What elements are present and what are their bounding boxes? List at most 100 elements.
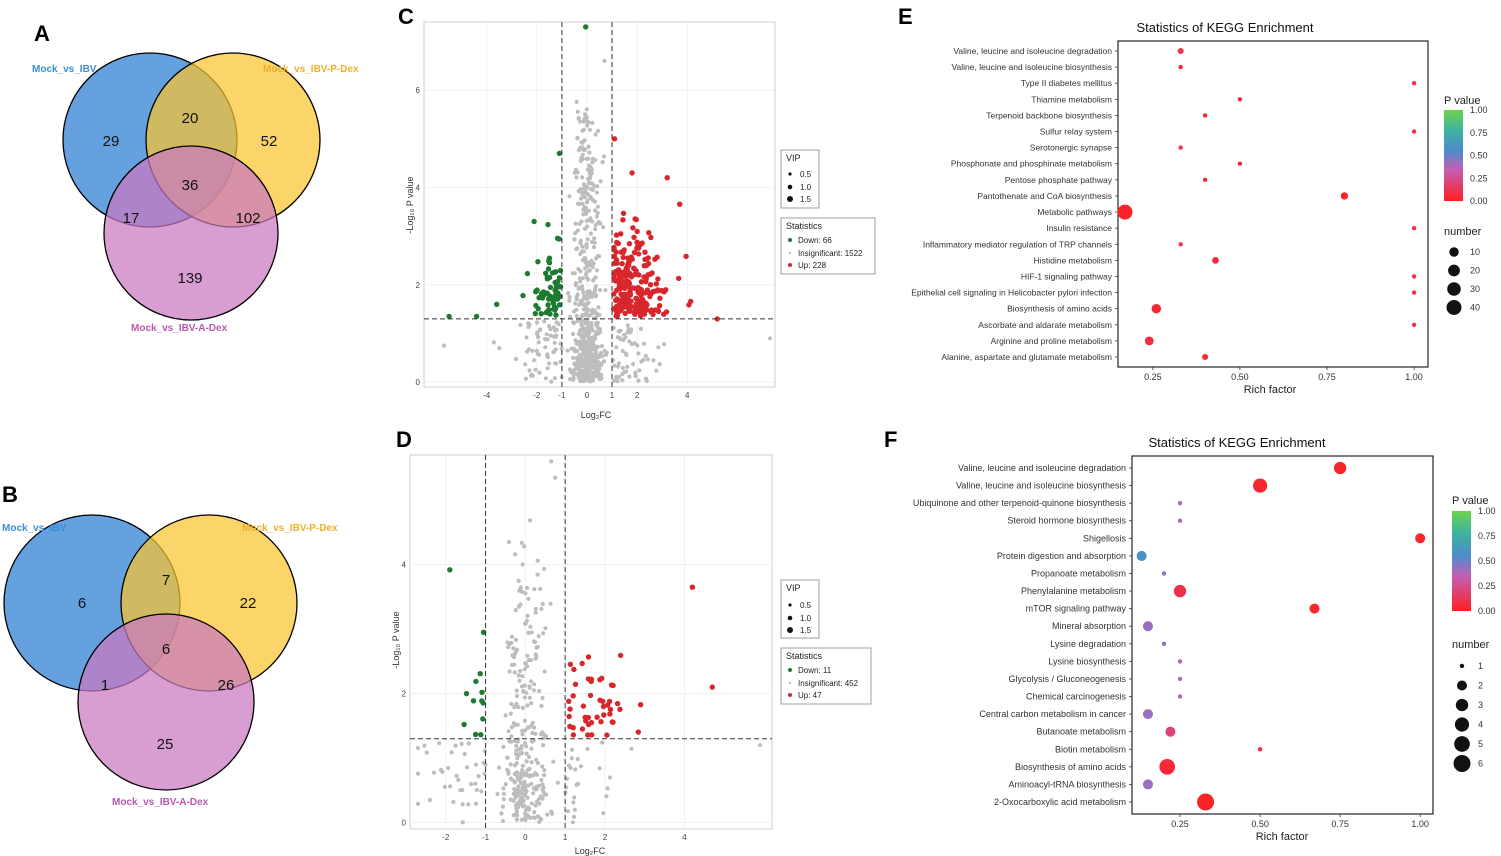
down-point [538, 311, 544, 317]
volcano-d-legend-vip-value: 1.0 [800, 614, 812, 623]
insignificant-point [534, 787, 539, 792]
insignificant-point [526, 347, 532, 352]
insignificant-point [588, 194, 593, 199]
kegg-e-size-legend: 10 20 30 40 [1446, 247, 1480, 315]
insignificant-point [578, 379, 583, 384]
insignificant-point [521, 803, 527, 808]
volcano-c-legend-down: Down: 66 [798, 236, 832, 245]
up-point [613, 232, 620, 238]
insignificant-point [590, 160, 595, 165]
venn-b-circle-a-dex [77, 613, 255, 791]
insignificant-point [611, 378, 617, 383]
insignificant-point [592, 316, 597, 321]
kegg-f-frame [1131, 455, 1434, 815]
up-point [686, 302, 692, 308]
kegg-term-label: Chemical carcinogenesis [1026, 692, 1127, 702]
up-point [709, 684, 715, 690]
insignificant-point [513, 637, 519, 643]
kegg-term-label: Valine, leucine and isoleucine degradati… [958, 463, 1126, 473]
up-point [638, 279, 645, 285]
insignificant-point [584, 242, 589, 247]
insignificant-point [578, 241, 583, 246]
insignificant-point [543, 376, 549, 381]
insignificant-point [415, 745, 421, 751]
kegg-term-label: Ubiquinone and other terpenoid-quinone b… [913, 498, 1127, 508]
insignificant-point [624, 352, 629, 358]
insignificant-point [526, 783, 531, 788]
insignificant-point [595, 253, 601, 259]
kegg-bubble [1161, 641, 1167, 646]
insignificant-point [582, 138, 587, 143]
insignificant-point [573, 231, 578, 236]
insignificant-point [569, 756, 574, 761]
insignificant-point [513, 552, 518, 557]
kegg-bubble [1411, 290, 1417, 295]
kegg-term-label: Type II diabetes mellitus [1021, 78, 1112, 88]
insignificant-point [523, 621, 528, 626]
size-legend-bubble [1447, 282, 1461, 296]
up-point [620, 217, 626, 223]
down-point [532, 310, 538, 317]
insignificant-point [525, 703, 530, 708]
volcano-c-ticks: -4 -2 -1 0 1 2 4 0 2 4 6 [416, 86, 690, 400]
insignificant-point [516, 784, 521, 789]
kegg-bubble [1411, 274, 1417, 279]
insignificant-point [537, 819, 542, 825]
volcano-c-legend-vip-value: 1.5 [800, 195, 812, 204]
insignificant-point [590, 120, 595, 125]
insignificant-point [464, 765, 470, 770]
colorbar-tick-label: 0.50 [1470, 151, 1488, 161]
kegg-e-xticks: 0.25 0.50 0.75 1.00 [1144, 367, 1423, 382]
insignificant-point [594, 214, 599, 219]
insignificant-point [541, 566, 547, 571]
volcano-c-legend-vip-value: 0.5 [800, 170, 812, 179]
insignificant-point [569, 747, 575, 752]
x-tick-label: -1 [482, 833, 490, 842]
kegg-bubble [1340, 192, 1349, 200]
insignificant-point [615, 364, 621, 369]
up-point [608, 682, 615, 688]
up-point [648, 291, 654, 297]
kegg-f-number-title: number [1452, 639, 1490, 651]
insignificant-point [522, 740, 528, 746]
kegg-term-label: Biotin metabolism [1055, 744, 1126, 754]
kegg-term-label: Phenylalanine metabolism [1021, 586, 1126, 596]
panel-letter-c: C [398, 4, 414, 29]
insignificant-point [590, 182, 595, 187]
up-point [658, 287, 665, 294]
insignificant-point [586, 156, 591, 161]
up-point [689, 584, 696, 590]
insignificant-point [595, 204, 601, 209]
insignificant-point [580, 152, 585, 157]
insignificant-point [527, 695, 532, 700]
insignificant-point [520, 785, 525, 790]
insignificant-point [587, 150, 592, 155]
colorbar-tick-label: 0.00 [1470, 196, 1488, 206]
insignificant-point [571, 320, 576, 325]
insignificant-point [533, 771, 538, 776]
kegg-f: Statistics of KEGG Enrichment Valine, le… [913, 435, 1496, 843]
up-point [566, 713, 572, 720]
insignificant-point [575, 349, 580, 354]
insignificant-point [575, 246, 580, 251]
insignificant-point [523, 790, 528, 795]
up-point [604, 732, 610, 738]
x-tick-label: 0.25 [1171, 819, 1189, 829]
kegg-e-pvalue-colorbar [1444, 110, 1463, 201]
down-point [446, 313, 452, 320]
insignificant-point [586, 365, 591, 370]
volcano-d-ticks: -2 -1 0 1 2 4 0 2 4 [402, 561, 688, 842]
insignificant-point [584, 296, 589, 301]
insignificant-point [544, 734, 549, 739]
insignificant-point [514, 693, 520, 699]
up-point [567, 661, 574, 667]
kegg-bubble [1253, 478, 1268, 493]
x-tick-label: 4 [685, 391, 690, 400]
vip-size-marker [788, 603, 792, 607]
insignificant-point [603, 288, 608, 293]
insignificant-point [415, 771, 421, 776]
insignificant-point [529, 801, 535, 806]
up-point [630, 225, 636, 231]
insignificant-point [587, 180, 592, 185]
insignificant-point [643, 353, 648, 358]
